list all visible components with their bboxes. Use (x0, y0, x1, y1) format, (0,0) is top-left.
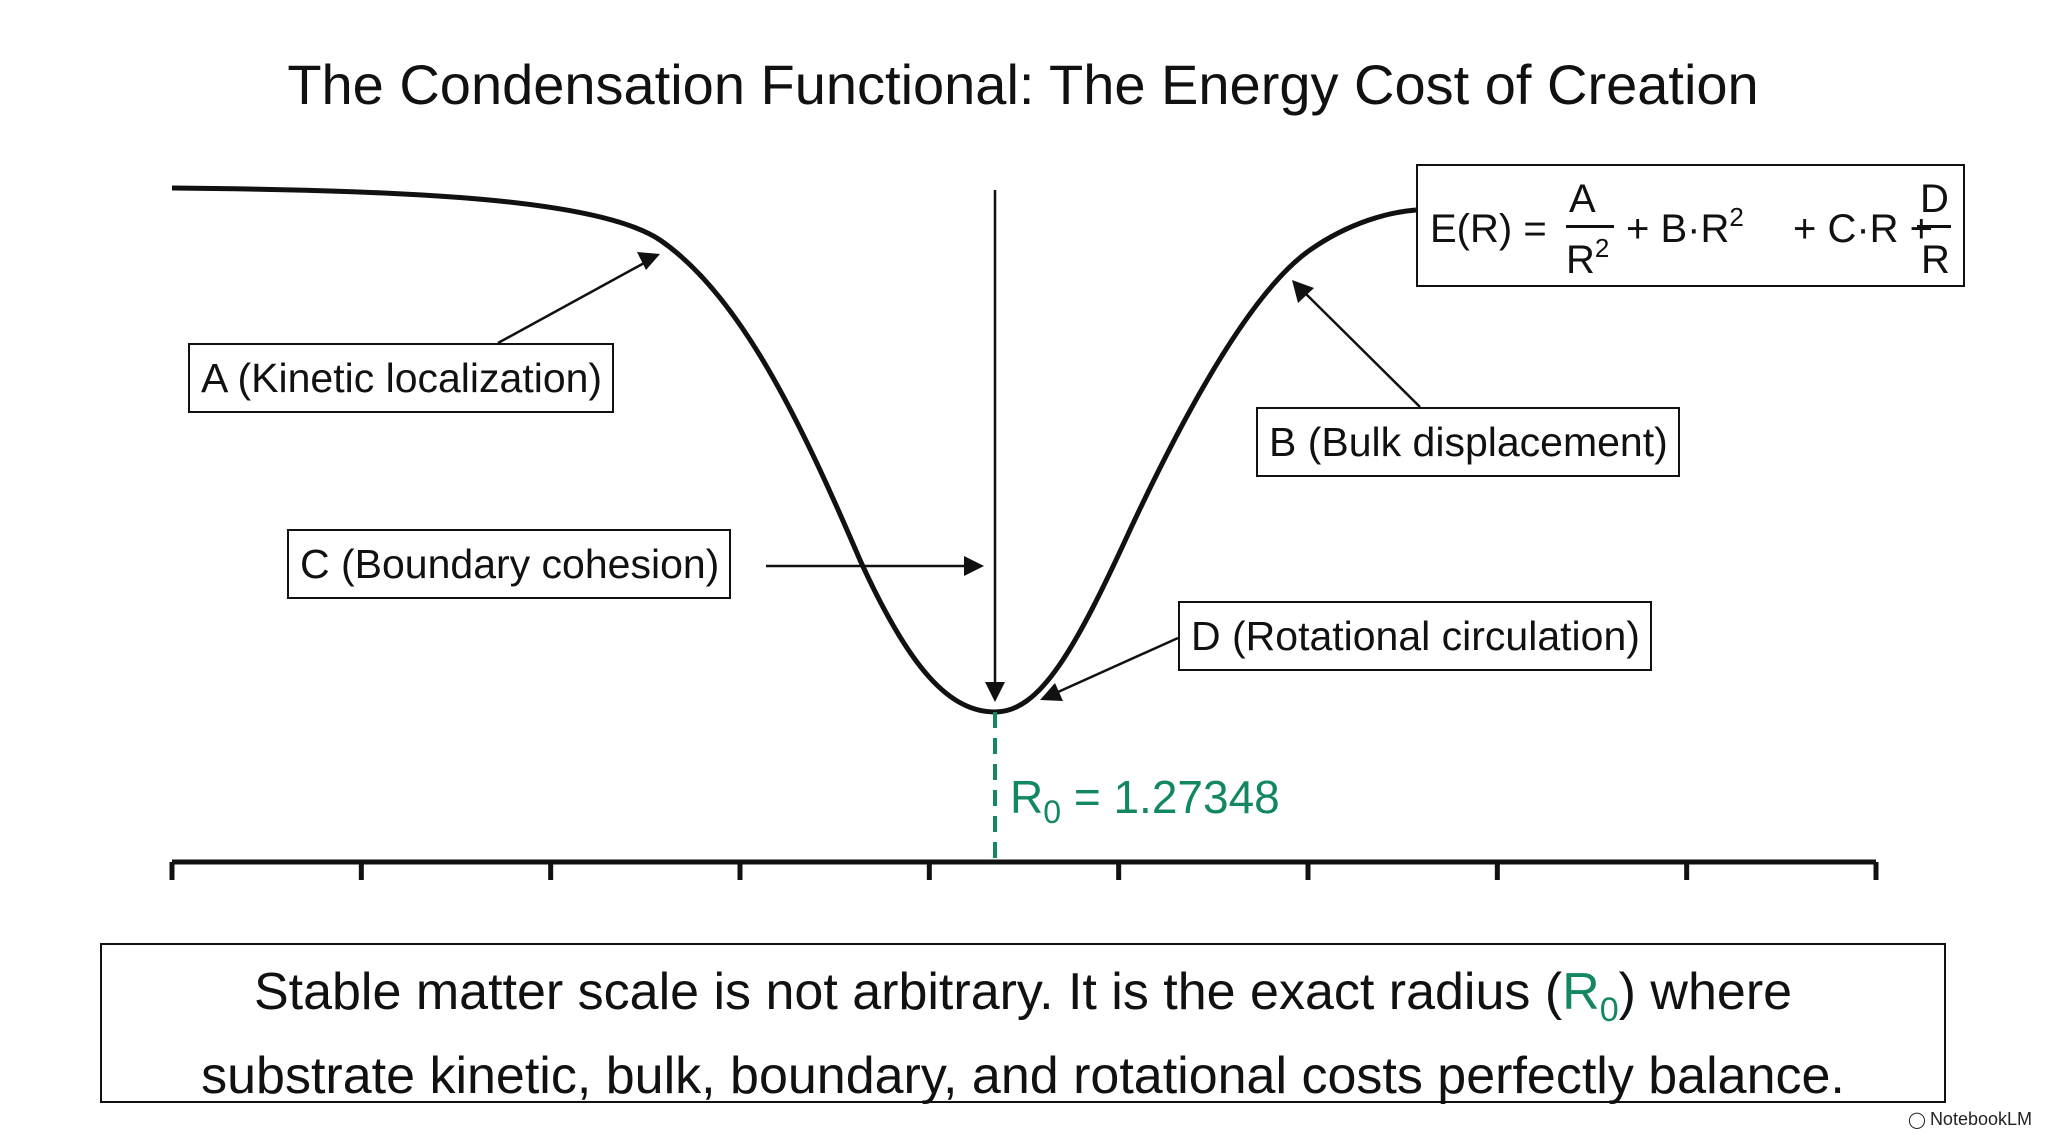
x-axis-ticks (169, 862, 1879, 880)
formula-middle: + B·R2 (1626, 202, 1744, 251)
summary-line-1: Stable matter scale is not arbitrary. It… (253, 963, 1793, 1029)
summary-r0-symbol: R0 (1562, 963, 1619, 1029)
label-rotational-circulation: D (Rotational circulation) (1178, 601, 1652, 671)
formula-lhs: E(R) = (1430, 207, 1547, 251)
formula-frac1-bar (1566, 225, 1614, 228)
arrow-d-head (1040, 683, 1063, 701)
notebooklm-logo-icon: ◯ (1908, 1112, 1926, 1129)
arrow-d (1057, 636, 1179, 694)
formula-frac1-denominator: R2 (1566, 233, 1610, 282)
summary-box: Stable matter scale is not arbitrary. It… (100, 943, 1946, 1105)
label-boundary-cohesion: C (Boundary cohesion) (287, 529, 732, 599)
energy-curve (171, 185, 1417, 715)
arrow-c-head (964, 556, 984, 576)
arrow-a (497, 260, 647, 345)
formula-frac2-denominator: R (1921, 238, 1950, 282)
formula-box: E(R) = A R2 + B·R2 + C·R + D R (1416, 164, 1965, 287)
formula-frac2-numerator: D (1920, 177, 1949, 221)
arrow-b (1301, 289, 1421, 408)
label-kinetic-localization: A (Kinetic localization) (188, 343, 615, 413)
label-bulk-displacement: B (Bulk displacement) (1256, 407, 1680, 477)
formula-frac1-numerator: A (1569, 177, 1596, 221)
r0-value: R0 = 1.27348 (1010, 771, 1280, 830)
page-title: The Condensation Functional: The Energy … (287, 53, 1759, 116)
minimum-arrowhead (985, 682, 1005, 702)
summary-line-2: substrate kinetic, bulk, boundary, and r… (201, 1047, 1845, 1105)
brand-watermark: ◯ NotebookLM (1908, 1109, 2032, 1129)
arrow-b-head (1292, 280, 1314, 303)
formula-frac2-bar (1917, 225, 1951, 228)
arrow-a-head (637, 252, 660, 270)
formula-middle-rest: + C·R + (1793, 207, 1934, 251)
